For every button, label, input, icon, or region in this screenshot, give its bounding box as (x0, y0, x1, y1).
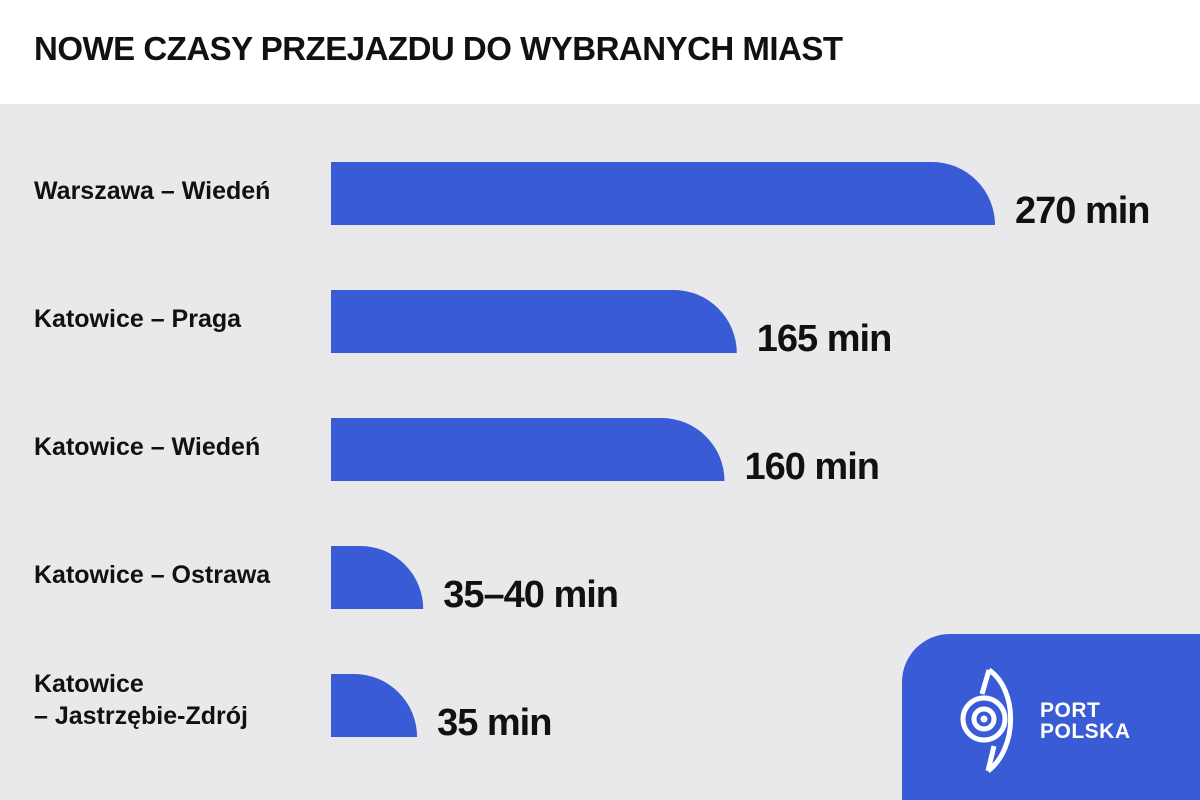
category-label-line: Katowice – Ostrawa (34, 561, 271, 589)
bar-1 (331, 290, 737, 353)
category-label: Katowice – Wiedeń (34, 431, 260, 463)
bar-3 (331, 546, 424, 609)
category-label: Katowice – Praga (34, 303, 241, 335)
category-label: Katowice – Jastrzębie-Zdrój (34, 668, 248, 732)
port-polska-logo-icon (960, 668, 1014, 773)
logo-panel: PORT POLSKA (902, 634, 1200, 800)
category-label-line: Katowice – Wiedeń (34, 433, 261, 461)
value-label: 160 min (744, 446, 880, 488)
category-label-line: Katowice (34, 670, 144, 698)
value-label: 35–40 min (443, 574, 619, 616)
category-label-line: – Jastrzębie-Zdrój (34, 702, 248, 730)
category-label: Katowice – Ostrawa (34, 559, 270, 591)
logo-line-2: POLSKA (1040, 720, 1131, 743)
value-label: 270 min (1015, 190, 1151, 232)
logo-text: PORT POLSKA (1040, 700, 1131, 742)
logo-line-1: PORT (1040, 699, 1101, 722)
header: NOWE CZASY PRZEJAZDU DO WYBRANYCH MIAST (0, 0, 1200, 104)
bar-4 (331, 674, 418, 737)
bar-2 (331, 418, 725, 481)
page-title: NOWE CZASY PRZEJAZDU DO WYBRANYCH MIAST (34, 30, 843, 67)
category-label: Warszawa – Wiedeń (34, 175, 270, 207)
value-label: 165 min (756, 318, 893, 360)
category-label-line: Warszawa – Wiedeń (34, 177, 271, 205)
bar-0 (331, 162, 995, 225)
category-label-line: Katowice – Praga (34, 305, 242, 333)
value-label: 35 min (437, 702, 552, 744)
